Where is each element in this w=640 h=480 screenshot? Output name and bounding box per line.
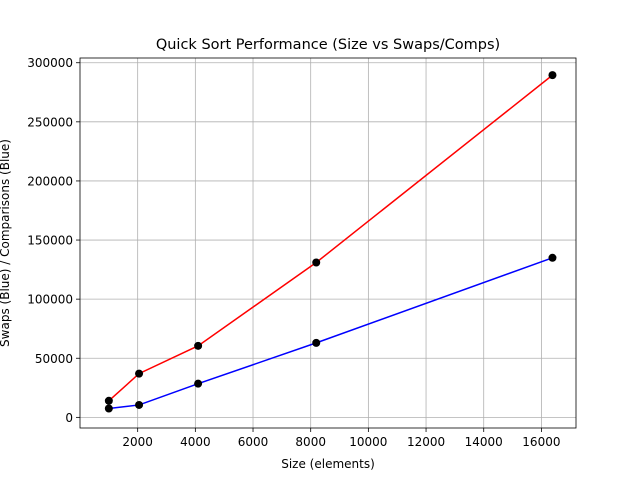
x-tick-label: 8000 (295, 435, 326, 449)
data-point (194, 341, 203, 350)
y-tick-label: 200000 (27, 174, 73, 188)
y-tick-label: 0 (65, 411, 73, 425)
y-tick-label: 250000 (27, 115, 73, 129)
y-axis-label: Swaps (Blue) / Comparisons (Blue) (0, 139, 12, 347)
x-tick-label: 16000 (522, 435, 560, 449)
x-tick-label: 4000 (180, 435, 211, 449)
x-axis-label: Size (elements) (281, 457, 375, 471)
y-axis-ticks: 0 50000 100000 150000 200000 250000 300000 (27, 56, 80, 425)
grid (80, 58, 576, 428)
data-point (135, 369, 144, 378)
y-tick-label: 150000 (27, 234, 73, 248)
marker-group (104, 71, 557, 413)
x-tick-label: 10000 (349, 435, 387, 449)
x-tick-label: 14000 (465, 435, 503, 449)
x-tick-label: 12000 (407, 435, 445, 449)
data-point (548, 71, 557, 80)
data-point (194, 379, 203, 388)
data-point (312, 338, 321, 347)
x-axis-ticks: 2000 4000 6000 8000 10000 12000 14000 16000 (122, 428, 560, 449)
data-point (312, 258, 321, 267)
y-tick-label: 300000 (27, 56, 73, 70)
data-point (104, 404, 113, 413)
axes-frame (79, 57, 577, 429)
y-tick-label: 50000 (35, 352, 73, 366)
chart-title: Quick Sort Performance (Size vs Swaps/Co… (156, 37, 500, 53)
y-tick-label: 100000 (27, 293, 73, 307)
data-point (135, 400, 144, 409)
data-point (548, 253, 557, 262)
x-tick-label: 6000 (238, 435, 269, 449)
x-tick-label: 2000 (122, 435, 153, 449)
data-point (104, 396, 113, 405)
